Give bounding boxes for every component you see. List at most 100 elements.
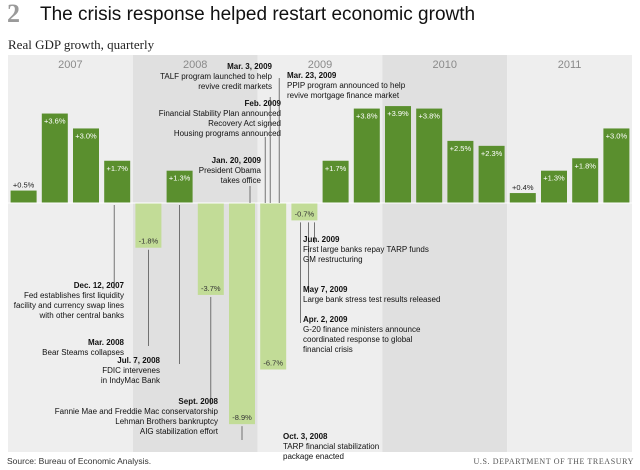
- year-label-2007: 2007: [58, 59, 82, 71]
- bar-2010-Q3: [447, 140, 474, 203]
- annotation-text: TALF program launched to help: [160, 72, 272, 81]
- annotation-text: facility and currency swap lines: [14, 301, 124, 310]
- value-label: -8.9%: [232, 413, 252, 422]
- annotation-text: Housing programs announced: [174, 129, 281, 138]
- annotation-text: Bear Steams collapses: [42, 348, 124, 357]
- annotation-text: Fed establishes first liquidity: [24, 291, 124, 300]
- annotation-date: Mar. 3, 2009: [227, 62, 272, 71]
- value-label: +0.5%: [13, 181, 35, 190]
- bar-2011-Q4: [603, 128, 630, 203]
- value-label: +0.4%: [512, 183, 534, 192]
- annotation-text: package enacted: [283, 452, 344, 461]
- annotation-text: PPIP program announced to help: [287, 81, 406, 90]
- source-note: Source: Bureau of Economic Analysis.: [7, 456, 152, 466]
- annotation-text: Fannie Mae and Freddie Mac conservatorsh…: [55, 407, 219, 416]
- bar-2008-Q3: [197, 203, 224, 295]
- annotation-date: Dec. 12, 2007: [74, 281, 125, 290]
- value-label: -6.7%: [263, 358, 283, 367]
- annotation-date: Feb. 2009: [245, 99, 282, 108]
- annotation-date: Oct. 3, 2008: [283, 432, 328, 441]
- bar-2009-Q1: [260, 203, 287, 370]
- annotation-text: takes office: [221, 176, 262, 185]
- value-label: +1.8%: [574, 161, 596, 170]
- annotation-text: TARP financial stabilization: [283, 442, 379, 451]
- bar-2008-Q2: [166, 170, 193, 203]
- annotation-date: Jun. 2009: [303, 235, 340, 244]
- annotation-text: revive mortgage finance market: [287, 91, 400, 100]
- year-label-2008: 2008: [183, 59, 207, 71]
- bar-2007-Q1: [10, 190, 37, 203]
- bar-2010-Q1: [385, 106, 411, 203]
- bar-2011-Q3: [572, 158, 599, 203]
- annotation-text: FDIC intervenes: [102, 366, 160, 375]
- annotation-text: Lehman Brothers bankruptcy: [115, 417, 218, 426]
- annotation-text: G-20 finance ministers announce: [303, 325, 421, 334]
- value-label: +3.0%: [606, 131, 628, 140]
- value-label: -1.8%: [139, 237, 159, 246]
- annotation-text: President Obama: [199, 166, 262, 175]
- value-label: +2.3%: [481, 149, 503, 158]
- chart-subtitle: Real GDP growth, quarterly: [8, 37, 155, 52]
- bar-series: [10, 106, 630, 425]
- annotation-date: Apr. 2, 2009: [303, 315, 348, 324]
- annotation-date: Mar. 2008: [88, 338, 125, 347]
- value-labels: +0.5% +3.6% +3.0% +1.7% -1.8% +1.3% -3.7% -8.9%…: [13, 109, 628, 422]
- annotation-text: with other central banks: [39, 311, 125, 320]
- bar-2009-Q4: [353, 108, 380, 203]
- annotation-date: Sept. 2008: [178, 397, 218, 406]
- year-label-2009: 2009: [308, 59, 332, 71]
- value-label: +2.5%: [450, 144, 472, 153]
- value-label: -0.7%: [295, 209, 315, 218]
- value-label: +1.7%: [106, 164, 128, 173]
- year-band-2007: [8, 55, 133, 452]
- annotation-date: Jan. 20, 2009: [212, 156, 262, 165]
- bar-2009-Q2: [291, 203, 318, 221]
- bar-2007-Q2: [41, 113, 68, 203]
- value-label: +1.3%: [169, 174, 191, 183]
- annotation-text: revive credit markets: [198, 82, 272, 91]
- value-label: -3.7%: [201, 284, 221, 293]
- annotation-date: Jul. 7, 2008: [117, 356, 160, 365]
- chart-header: 2 The crisis response helped restart eco…: [0, 0, 640, 32]
- annotation-text: AIG stabilization effort: [140, 427, 219, 436]
- chart-title: The crisis response helped restart econo…: [40, 4, 476, 25]
- treasury-credit: U.S. DEPARTMENT OF THE TREASURY: [473, 457, 634, 466]
- annotation-text: GM restructuring: [303, 255, 363, 264]
- annotation-date: Mar. 23, 2009: [287, 71, 337, 80]
- year-label-2011: 2011: [558, 59, 582, 71]
- value-label: +1.3%: [543, 174, 565, 183]
- chart-number: 2: [7, 0, 20, 28]
- bar-2008-Q4: [229, 203, 255, 425]
- annotation-date: May 7, 2009: [303, 285, 348, 294]
- bar-2007-Q3: [73, 128, 99, 203]
- bar-2011-Q1: [509, 193, 536, 203]
- value-label: +3.6%: [44, 117, 66, 126]
- annotation-text: Recovery Act signed: [208, 119, 281, 128]
- year-band-2011: [507, 55, 632, 452]
- annotation-text: Large bank stress test results released: [303, 295, 440, 304]
- annotation-text: First large banks repay TARP funds: [303, 245, 429, 254]
- value-label: +3.0%: [75, 131, 97, 140]
- annotation-text: Financial Stability Plan announced: [159, 109, 281, 118]
- annotation-text: coordinated response to global: [303, 335, 413, 344]
- value-label: +3.9%: [387, 109, 409, 118]
- value-label: +3.8%: [418, 112, 440, 121]
- bar-2011-Q2: [541, 170, 567, 203]
- year-label-2010: 2010: [433, 59, 457, 71]
- bar-2010-Q4: [478, 145, 505, 203]
- bar-2007-Q4: [104, 160, 131, 203]
- value-label: +3.8%: [356, 112, 378, 121]
- bar-2009-Q3: [322, 160, 349, 203]
